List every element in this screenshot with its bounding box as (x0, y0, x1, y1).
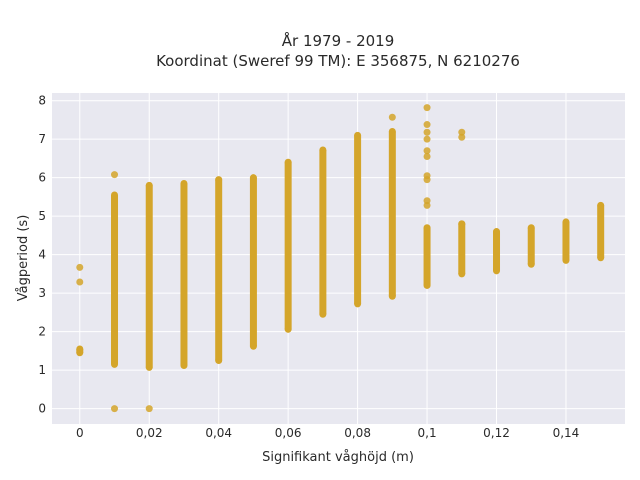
y-tick-label: 8 (38, 94, 46, 108)
data-point (111, 360, 119, 368)
data-point (145, 363, 153, 371)
x-tick-label: 0,02 (136, 426, 163, 440)
y-tick-label: 0 (38, 402, 46, 416)
chart-title-line-2: Koordinat (Sweref 99 TM): E 356875, N 62… (156, 52, 520, 70)
data-point (354, 131, 362, 139)
x-tick-label: 0,1 (418, 426, 437, 440)
data-point-column (145, 185, 153, 368)
x-tick-label: 0 (76, 426, 84, 440)
data-point-column (215, 179, 223, 361)
y-tick-label: 6 (38, 171, 46, 185)
y-tick-label: 3 (38, 286, 46, 300)
data-point (76, 278, 84, 286)
y-axis-title: Vågperiod (s) (16, 215, 31, 302)
x-tick-label: 0,06 (275, 426, 302, 440)
data-point-column (458, 223, 466, 274)
data-point (562, 218, 570, 226)
data-point (562, 256, 570, 264)
data-point (145, 181, 153, 189)
data-point (284, 325, 292, 333)
data-point (423, 128, 431, 136)
data-point (388, 113, 396, 121)
data-point (458, 133, 466, 141)
data-point-column (597, 205, 605, 258)
data-point (215, 176, 223, 184)
data-point (180, 361, 188, 369)
data-point (493, 228, 501, 236)
data-point-column (180, 183, 188, 366)
data-point (493, 267, 501, 275)
chart-title-line-1: År 1979 - 2019 (282, 31, 395, 50)
data-point (111, 405, 119, 413)
data-point (284, 158, 292, 166)
data-point (423, 121, 431, 129)
data-point (597, 254, 605, 262)
data-point-column (284, 162, 292, 330)
data-point-column (249, 177, 257, 347)
data-point-column (562, 221, 570, 261)
data-point (423, 176, 431, 184)
plot-area (52, 93, 625, 424)
data-point (76, 349, 84, 357)
data-point (423, 201, 431, 209)
data-point (215, 356, 223, 364)
data-point (145, 405, 153, 413)
data-point-column (527, 227, 535, 265)
x-tick-label: 0,08 (344, 426, 371, 440)
data-point (249, 342, 257, 350)
data-point (423, 224, 431, 232)
data-point-column (111, 194, 119, 365)
data-point-column (354, 135, 362, 304)
data-point (423, 147, 431, 155)
data-point (458, 220, 466, 228)
data-point-column (319, 149, 327, 315)
data-point (249, 174, 257, 182)
y-tick-label: 2 (38, 325, 46, 339)
data-point (111, 191, 119, 199)
data-point (388, 292, 396, 300)
y-tick-label: 5 (38, 209, 46, 223)
data-point (423, 135, 431, 143)
x-tick-label: 0,04 (205, 426, 232, 440)
data-point (423, 281, 431, 289)
data-point (597, 201, 605, 209)
x-tick-labels: 0 0,02 0,04 0,06 0,08 0,1 0,12 0,14 (76, 426, 579, 440)
data-point (319, 146, 327, 154)
y-tick-label: 7 (38, 132, 46, 146)
data-point-column (493, 231, 501, 271)
data-point (527, 224, 535, 232)
data-point (111, 171, 119, 179)
data-point (180, 179, 188, 187)
data-point-column (388, 131, 396, 297)
x-axis-title: Signifikant våghöjd (m) (262, 450, 414, 465)
data-point (319, 310, 327, 318)
data-point-column (423, 227, 431, 286)
data-point (423, 104, 431, 112)
data-point (527, 260, 535, 268)
x-tick-label: 0,12 (483, 426, 510, 440)
data-point (388, 127, 396, 135)
data-point (458, 128, 466, 136)
data-point (76, 263, 84, 271)
data-points (76, 104, 605, 413)
data-point (423, 153, 431, 161)
y-tick-label: 4 (38, 248, 46, 262)
y-tick-label: 1 (38, 363, 46, 377)
y-tick-labels: 0 1 2 3 4 5 6 7 8 (38, 94, 46, 416)
x-tick-label: 0,14 (553, 426, 580, 440)
data-point (458, 270, 466, 278)
data-point (354, 300, 362, 308)
